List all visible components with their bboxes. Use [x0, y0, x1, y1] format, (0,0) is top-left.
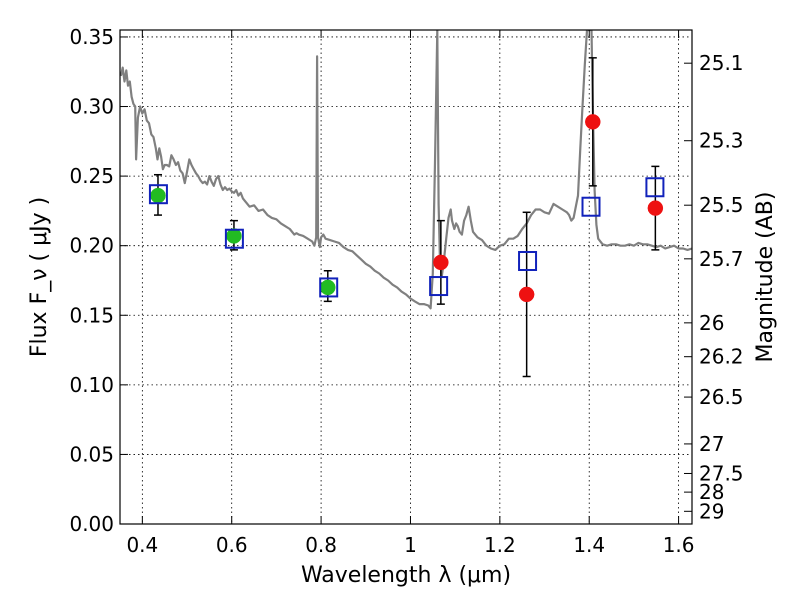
- x-tick-label: 0.4: [126, 533, 158, 557]
- data-point-circle: [647, 200, 664, 216]
- x-axis-label: Wavelength λ (μm): [301, 563, 511, 588]
- data-point-circle: [433, 254, 449, 271]
- right-tick-label: 25.3: [699, 129, 744, 153]
- plot-background: [120, 30, 692, 524]
- x-tick-label: 1.4: [573, 533, 605, 557]
- data-series: [148, 57, 665, 378]
- right-tick-label: 25.7: [699, 247, 744, 271]
- plot-frame: [119, 29, 693, 525]
- right-tick-label: 28: [699, 480, 724, 504]
- right-tick-label: 26.5: [699, 385, 744, 409]
- data-point-square: [148, 184, 168, 205]
- y-tick-label: 0.25: [69, 164, 114, 188]
- data-point-circle: [585, 114, 601, 130]
- y-tick-label: 0.15: [69, 303, 114, 327]
- model-spectrum: [120, 30, 692, 310]
- y-tick-label: 0.10: [69, 373, 114, 397]
- axes: 0.4 0.6 0.8 1 1.2 1.4 1.6 0.00 0.05 0.10 0.15 0.20 0…: [69, 25, 743, 557]
- x-tick-label: 0.6: [216, 533, 248, 557]
- right-tick-label: 26: [699, 311, 724, 335]
- x-tick-label: 1.2: [484, 533, 516, 557]
- data-point-square: [581, 196, 601, 217]
- y-tick-label: 0.30: [69, 95, 114, 119]
- right-tick-label: 27.5: [699, 461, 744, 485]
- data-point-square: [645, 177, 665, 198]
- y-tick-label: 0.20: [69, 234, 114, 258]
- x-tick-label: 1.6: [663, 533, 695, 557]
- x-tick-label: 0.8: [305, 533, 337, 557]
- spectrum-line: [120, 30, 692, 310]
- data-point-circle: [150, 187, 166, 204]
- y-tick-label: 0.00: [69, 512, 114, 536]
- right-tick-label: 26.2: [699, 345, 744, 369]
- right-axis-label: Magnitude (AB): [753, 192, 778, 363]
- x-tick-label: 1: [404, 533, 417, 557]
- right-tick-label: 25.1: [699, 51, 744, 75]
- data-point-square: [429, 276, 449, 297]
- right-tick-label: 27: [699, 432, 724, 456]
- data-point-circle: [518, 286, 535, 303]
- data-point-square: [319, 277, 339, 298]
- y-axis-label: Flux F_ν ( μJy ): [27, 197, 52, 357]
- right-tick-label: 29: [699, 499, 724, 523]
- right-tick-label: 25.5: [699, 193, 744, 217]
- data-point-square: [518, 250, 538, 271]
- data-point-square: [224, 228, 244, 249]
- data-point-circle: [320, 279, 336, 296]
- y-tick-label: 0.05: [69, 442, 114, 466]
- y-tick-label: 0.35: [69, 25, 114, 49]
